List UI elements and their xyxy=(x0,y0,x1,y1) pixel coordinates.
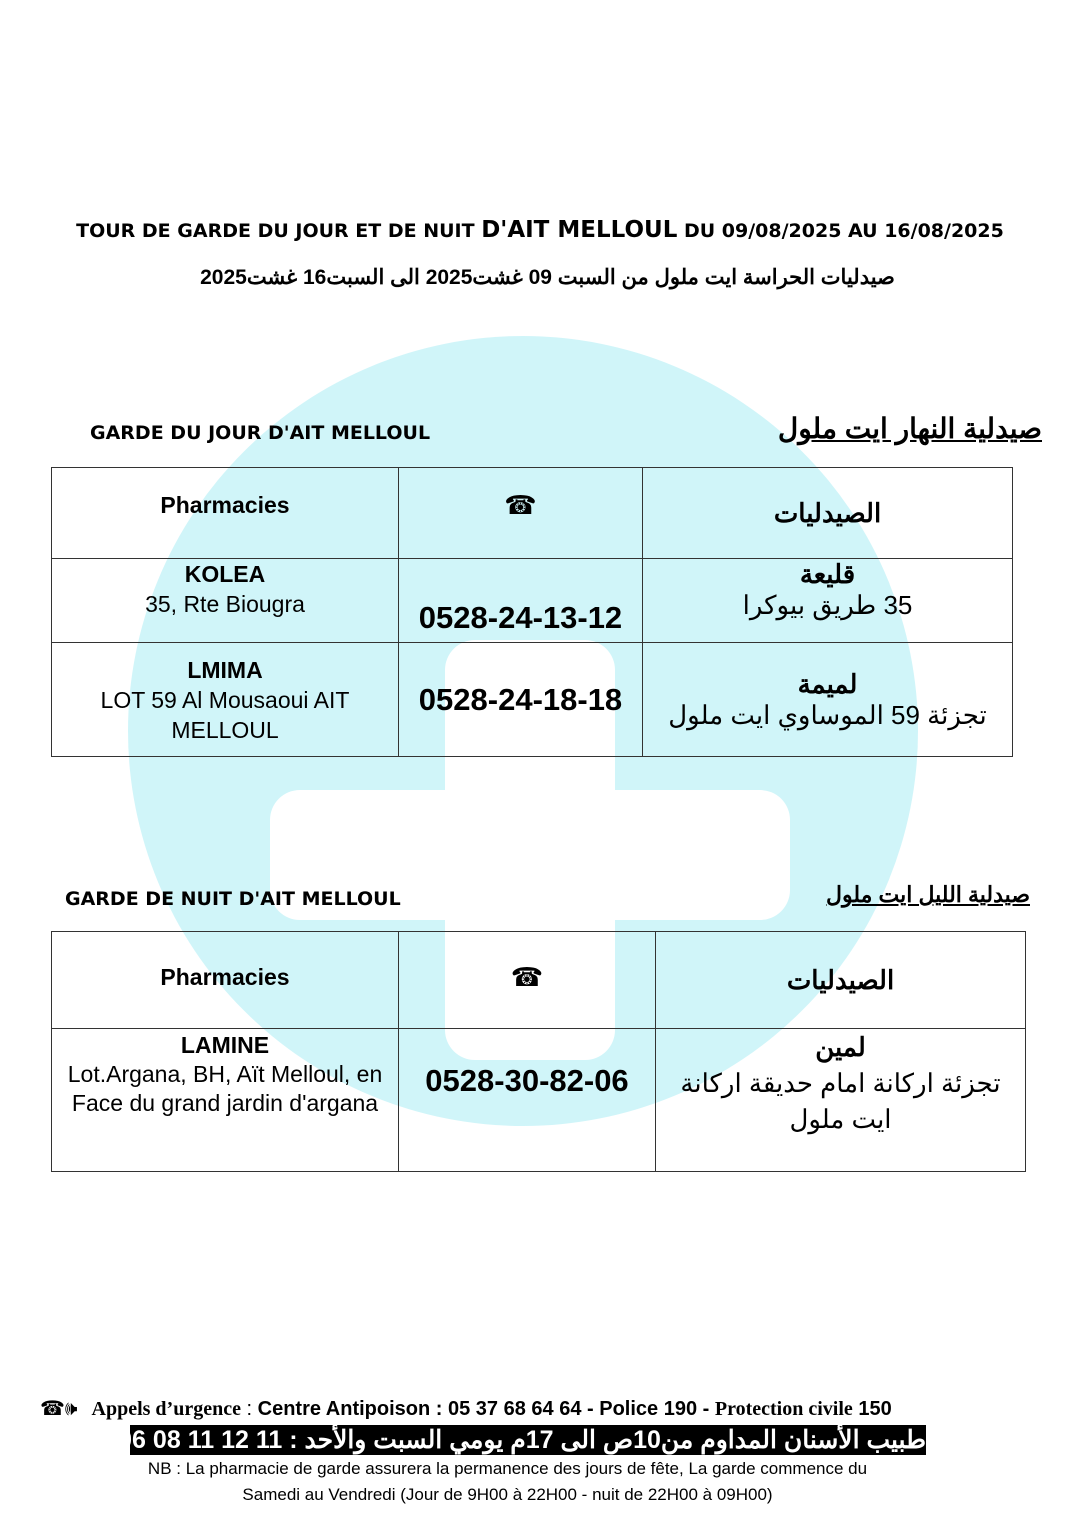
emergency-line: ☎🕪 Appels d’urgence : Centre Antipoison :… xyxy=(40,1396,892,1421)
col-pharmacies: Pharmacies xyxy=(51,931,399,1029)
col-pharmacies-ar: الصيدليات xyxy=(655,931,1026,1029)
phone-icon: ☎ xyxy=(398,931,656,1029)
pharmacy-address: Lot.Argana, BH, Aït Melloul, en Face du … xyxy=(67,1061,383,1116)
note-line: Samedi au Vendredi (Jour de 9H00 à 22H00… xyxy=(242,1485,773,1504)
emergency-numbers: Centre Antipoison : 05 37 68 64 64 - Pol… xyxy=(257,1398,715,1420)
pharmacy-phone: 0528-30-82-06 xyxy=(398,1028,656,1172)
day-heading-ar: صيدلية النهار ايت ملول xyxy=(777,413,1042,444)
table-row: KOLEA 35, Rte Biougra 0528-24-13-12 قليعة 35… xyxy=(51,558,1013,643)
pharmacy-address-ar: تجزئة 59 الموساوي ايت ملول xyxy=(668,699,987,730)
pharmacy-name: KOLEA xyxy=(184,561,266,587)
pharmacy-name-ar: قليعة xyxy=(799,559,856,589)
col-pharmacies-ar: الصيدليات xyxy=(642,467,1013,559)
pharmacy-name: LAMINE xyxy=(180,1032,270,1058)
watermark-cross xyxy=(270,790,790,920)
protection-label: Protection civile xyxy=(714,1398,853,1420)
pharmacy-name-ar: لمين xyxy=(815,1032,866,1062)
protection-number: 150 xyxy=(852,1398,892,1420)
dentist-banner: طبيب الأسنان المداوم من10ص الى 17م يومي … xyxy=(130,1425,926,1455)
separator: : xyxy=(240,1398,258,1420)
night-table: Pharmacies ☎ الصيدليات LAMINE Lot.Argana, B… xyxy=(51,931,1026,1172)
day-table: Pharmacies ☎ الصيدليات KOLEA 35, Rte Biougr… xyxy=(51,467,1013,757)
pharmacy-address: LOT 59 Al Mousaoui AIT MELLOUL xyxy=(100,686,350,743)
phone-icon: ☎🕪 xyxy=(40,1398,78,1420)
night-heading-ar: صيدلية الليل ايت ملول xyxy=(826,882,1030,907)
day-heading: GARDE DU JOUR D'AIT MELLOUL xyxy=(90,422,431,444)
page-title: TOUR DE GARDE DU JOUR ET DE NUIT D'AIT M… xyxy=(76,217,1004,243)
phone-icon: ☎ xyxy=(398,467,643,559)
pharmacy-address-ar: تجزئة اركانة امام حديقة اركانة ايت ملول xyxy=(680,1068,1001,1134)
pharmacy-phone: 0528-24-13-12 xyxy=(398,558,643,643)
pharmacy-name: LMIMA xyxy=(187,656,263,683)
pharmacy-name-ar: لميمة xyxy=(797,668,858,699)
note-line: NB : La pharmacie de garde assurera la p… xyxy=(147,1459,868,1478)
table-row: LAMINE Lot.Argana, BH, Aït Melloul, en Fa… xyxy=(51,1028,1026,1172)
page-subtitle-ar: صيدليات الحراسة ايت ملول من السبت 09 غشت… xyxy=(200,266,895,289)
col-pharmacies: Pharmacies xyxy=(51,467,399,559)
table-row: LMIMA LOT 59 Al Mousaoui AIT MELLOUL 0528-… xyxy=(51,642,1013,757)
pharmacy-address: 35, Rte Biougra xyxy=(145,591,305,617)
emergency-label: Appels d’urgence xyxy=(91,1398,241,1420)
pharmacy-address-ar: 35 طريق بيوكرا xyxy=(742,590,913,620)
night-heading: GARDE DE NUIT D'AIT MELLOUL xyxy=(65,888,401,910)
pharmacy-phone: 0528-24-18-18 xyxy=(398,642,643,757)
note: NB : La pharmacie de garde assurera la p… xyxy=(0,1456,1015,1508)
